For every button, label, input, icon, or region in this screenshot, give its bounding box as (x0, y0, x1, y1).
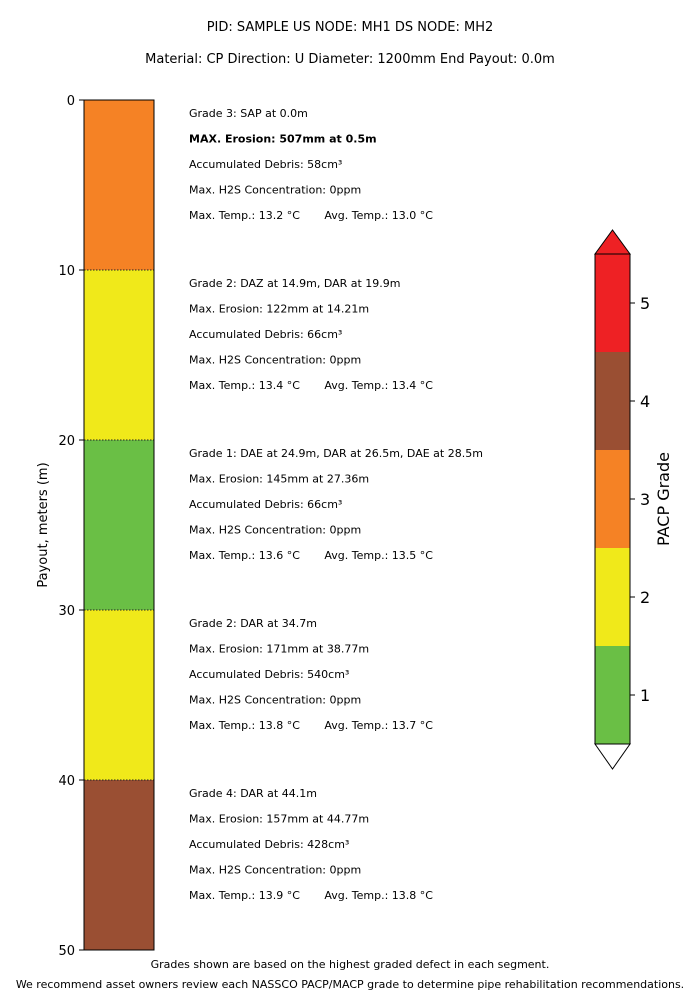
segment-2-line-0: Grade 1: DAE at 24.9m, DAR at 26.5m, DAE… (189, 447, 483, 460)
segment-0-line-4: Max. Temp.: 13.2 °C Avg. Temp.: 13.0 °C (189, 209, 433, 222)
segment-3-line-1: Max. Erosion: 171mm at 38.77m (189, 643, 369, 656)
segment-2-line-4: Max. Temp.: 13.6 °C Avg. Temp.: 13.5 °C (189, 549, 433, 562)
colorbar-tick-label-4: 4 (640, 392, 650, 411)
segment-0-line-3: Max. H2S Concentration: 0ppm (189, 184, 361, 197)
y-tick-label-4: 40 (58, 774, 75, 789)
colorbar-tick-label-2: 2 (640, 588, 650, 607)
segment-3-line-2: Accumulated Debris: 540cm³ (189, 668, 349, 681)
segment-1-line-1: Max. Erosion: 122mm at 14.21m (189, 303, 369, 316)
segment-3-line-3: Max. H2S Concentration: 0ppm (189, 694, 361, 707)
y-tick-label-0: 0 (67, 94, 75, 109)
header-line-2: Material: CP Direction: U Diameter: 1200… (145, 52, 555, 67)
segment-2-line-3: Max. H2S Concentration: 0ppm (189, 524, 361, 537)
colorbar-over-arrow (594, 229, 631, 255)
colorbar-band-5 (595, 254, 630, 352)
colorbar-band-2 (595, 548, 630, 646)
segment-bar-1 (84, 270, 154, 440)
segment-bars (83, 99, 155, 951)
colorbar-band-1 (595, 646, 630, 744)
segment-1-line-2: Accumulated Debris: 66cm³ (189, 328, 342, 341)
segment-bar-4 (84, 780, 154, 950)
colorbar-tick-label-1: 1 (640, 686, 650, 705)
colorbar-under-arrow (594, 743, 631, 770)
footer-line-2: We recommend asset owners review each NA… (16, 978, 684, 991)
y-tick-label-1: 10 (58, 264, 75, 279)
segment-1-line-4: Max. Temp.: 13.4 °C Avg. Temp.: 13.4 °C (189, 379, 433, 392)
header-line-1: PID: SAMPLE US NODE: MH1 DS NODE: MH2 (207, 20, 494, 35)
segment-4-line-2: Accumulated Debris: 428cm³ (189, 838, 349, 851)
segment-4-line-4: Max. Temp.: 13.9 °C Avg. Temp.: 13.8 °C (189, 889, 433, 902)
y-axis-label: Payout, meters (m) (36, 462, 51, 587)
colorbar-tick-label-3: 3 (640, 490, 650, 509)
segment-3-line-4: Max. Temp.: 13.8 °C Avg. Temp.: 13.7 °C (189, 719, 433, 732)
colorbar-label: PACP Grade (654, 452, 673, 546)
footer-line-1: Grades shown are based on the highest gr… (151, 958, 550, 971)
colorbar-band-3 (595, 450, 630, 548)
y-tick-label-5: 50 (58, 944, 75, 959)
segment-0-line-1: MAX. Erosion: 507mm at 0.5m (189, 133, 377, 146)
segment-annotations: Grade 3: SAP at 0.0m MAX. Erosion: 507mm … (189, 107, 483, 902)
segment-1-line-0: Grade 2: DAZ at 14.9m, DAR at 19.9m (189, 277, 401, 290)
segment-bar-3 (84, 610, 154, 780)
segment-4-line-0: Grade 4: DAR at 44.1m (189, 787, 317, 800)
y-tick-label-2: 20 (58, 434, 75, 449)
segment-4-line-1: Max. Erosion: 157mm at 44.77m (189, 813, 369, 826)
segment-0-line-0: Grade 3: SAP at 0.0m (189, 107, 308, 120)
segment-2-line-1: Max. Erosion: 145mm at 27.36m (189, 473, 369, 486)
segment-2-line-2: Accumulated Debris: 66cm³ (189, 498, 342, 511)
segment-4-line-3: Max. H2S Concentration: 0ppm (189, 864, 361, 877)
segment-0-line-2: Accumulated Debris: 58cm³ (189, 158, 342, 171)
segment-bar-2 (84, 440, 154, 610)
segment-bar-0 (84, 100, 154, 270)
segment-1-line-3: Max. H2S Concentration: 0ppm (189, 354, 361, 367)
bar-frame (83, 99, 155, 951)
pacp-colorbar: 1 2 3 4 5 PACP Grade (594, 229, 673, 770)
payout-axis: 0 10 20 30 40 50 Payout, meters (m) (36, 94, 84, 959)
colorbar-band-4 (595, 352, 630, 450)
colorbar-tick-label-5: 5 (640, 294, 650, 313)
segment-3-line-0: Grade 2: DAR at 34.7m (189, 617, 317, 630)
y-tick-label-3: 30 (58, 604, 75, 619)
